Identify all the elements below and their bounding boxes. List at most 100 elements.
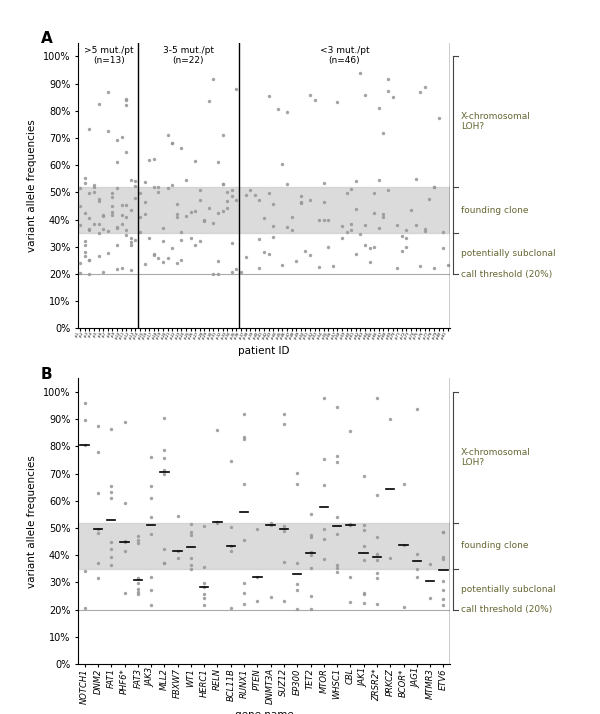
Point [160,558,169,569]
Point [379,211,388,223]
Point [121,94,131,105]
Point [94,193,103,204]
Point [80,415,89,426]
Point [120,536,130,548]
Point [292,467,302,478]
Point [160,412,169,423]
Point [160,468,169,480]
Point [112,263,122,275]
Point [160,543,169,555]
Point [80,178,89,189]
Point [319,533,329,545]
Point [93,446,103,458]
Point [133,583,143,595]
Point [172,211,182,222]
Point [412,570,422,582]
Point [337,220,347,231]
Point [107,187,117,198]
Point [351,203,361,215]
Point [126,236,136,248]
Point [121,199,131,211]
Point [346,218,356,229]
X-axis label: patient ID: patient ID [238,346,290,356]
Point [186,206,196,217]
Point [154,253,163,264]
Point [80,398,89,409]
Point [443,259,452,271]
Point [167,178,177,190]
Point [332,401,342,413]
Point [365,256,374,268]
Point [264,188,274,199]
Point [399,539,409,550]
Point [319,453,329,465]
Point [273,103,283,114]
Point [268,221,278,232]
Point [254,262,264,273]
Point [411,174,421,185]
Point [392,263,402,274]
Point [379,208,388,219]
Point [149,248,158,260]
Point [209,73,218,84]
Point [296,190,305,201]
Point [226,603,236,614]
Point [120,545,130,556]
Point [319,177,329,188]
Point [146,572,156,583]
Point [135,211,145,223]
Point [186,232,196,243]
Point [425,193,434,204]
Point [163,129,172,141]
Point [112,239,122,251]
Point [80,246,89,258]
Point [120,416,130,428]
Point [85,255,94,266]
Point [259,246,269,257]
Point [319,196,329,208]
Point [131,181,140,192]
Point [133,577,143,588]
Point [306,509,316,521]
Point [93,572,103,583]
Point [268,198,278,210]
Point [279,418,289,430]
Point [328,261,338,272]
Point [359,519,368,531]
Point [76,258,85,269]
Point [121,146,131,157]
Point [186,518,196,530]
Point [212,518,222,529]
Point [209,268,218,279]
Point [195,235,205,246]
Text: potentially subclonal: potentially subclonal [461,585,556,594]
Point [140,176,149,188]
Point [93,523,103,535]
Point [103,86,113,97]
Point [439,526,448,538]
Point [209,217,218,228]
Point [94,98,103,109]
Point [195,194,205,206]
Point [266,519,275,531]
Point [351,248,361,260]
Point [360,89,370,101]
Point [218,129,227,141]
Point [388,92,397,104]
Point [93,487,103,498]
Point [112,135,122,146]
Point [80,439,89,451]
Point [106,492,116,503]
Point [76,182,85,193]
Point [146,600,156,611]
Point [372,555,382,566]
Point [85,212,94,223]
Point [319,523,329,534]
Point [439,226,448,238]
Point [401,232,411,243]
Point [370,187,379,198]
Point [319,480,329,491]
Point [292,578,302,590]
Point [401,241,411,252]
Point [112,222,122,233]
